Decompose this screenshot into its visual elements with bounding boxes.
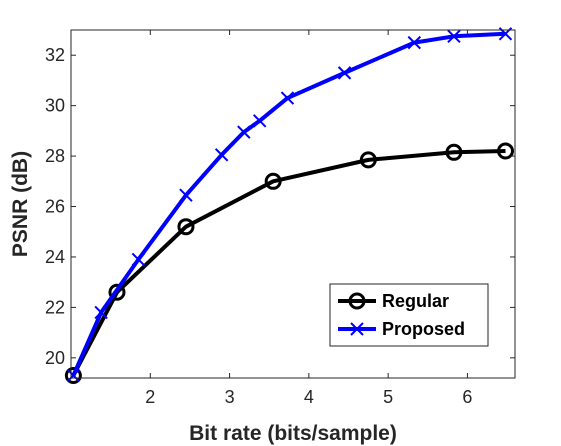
legend: Regular Proposed: [329, 283, 489, 347]
series-proposed-point: [94, 305, 108, 320]
y-tick-label: 32: [45, 45, 65, 65]
x-tick-label: 5: [383, 387, 393, 407]
x-tick-label: 3: [225, 387, 235, 407]
ticks-layer: 2 3 4 5 6 20 22 24 26 28 30 32: [45, 30, 515, 407]
y-tick-label: 26: [45, 197, 65, 217]
series-regular-point: [177, 218, 195, 236]
series-layer: [64, 27, 514, 384]
series-proposed-point: [237, 125, 251, 139]
y-tick-label: 24: [45, 247, 65, 267]
series-proposed-point: [252, 114, 267, 128]
series-proposed-point: [447, 29, 461, 44]
y-axis-title: PSNR (dB): [9, 151, 32, 257]
legend-proposed-marker: [350, 322, 364, 336]
series-proposed-point: [179, 188, 193, 202]
y-tick-label: 22: [45, 297, 65, 317]
plot-frame: [70, 29, 516, 379]
series-proposed-point: [337, 66, 352, 80]
y-tick-label: 20: [45, 348, 65, 368]
series-regular-point: [359, 151, 377, 169]
legend-item-proposed: Proposed: [338, 319, 465, 339]
series-regular-point: [264, 172, 282, 190]
series-proposed-point: [407, 35, 422, 50]
legend-regular-marker: [348, 292, 366, 310]
series-proposed-point: [214, 148, 229, 162]
x-axis-title: Bit rate (bits/sample): [189, 422, 397, 445]
x-tick-label: 6: [462, 387, 472, 407]
x-tick-label: 2: [145, 387, 155, 407]
legend-items: Regular Proposed: [338, 291, 465, 339]
series-proposed-point: [131, 252, 146, 267]
legend-regular-label: Regular: [382, 291, 449, 311]
series-proposed: [66, 27, 513, 383]
series-proposed-point: [280, 91, 295, 105]
series-regular-point: [108, 283, 126, 301]
legend-item-regular: Regular: [338, 291, 449, 311]
series-regular-point: [64, 366, 82, 384]
series-proposed-point: [66, 368, 81, 383]
series-regular-point: [445, 143, 463, 161]
x-tick-label: 4: [304, 387, 314, 407]
series-regular-point: [496, 142, 514, 160]
y-tick-label: 30: [45, 96, 65, 116]
legend-proposed-label: Proposed: [382, 319, 465, 339]
series-proposed-line: [71, 31, 506, 377]
y-tick-label: 28: [45, 146, 65, 166]
